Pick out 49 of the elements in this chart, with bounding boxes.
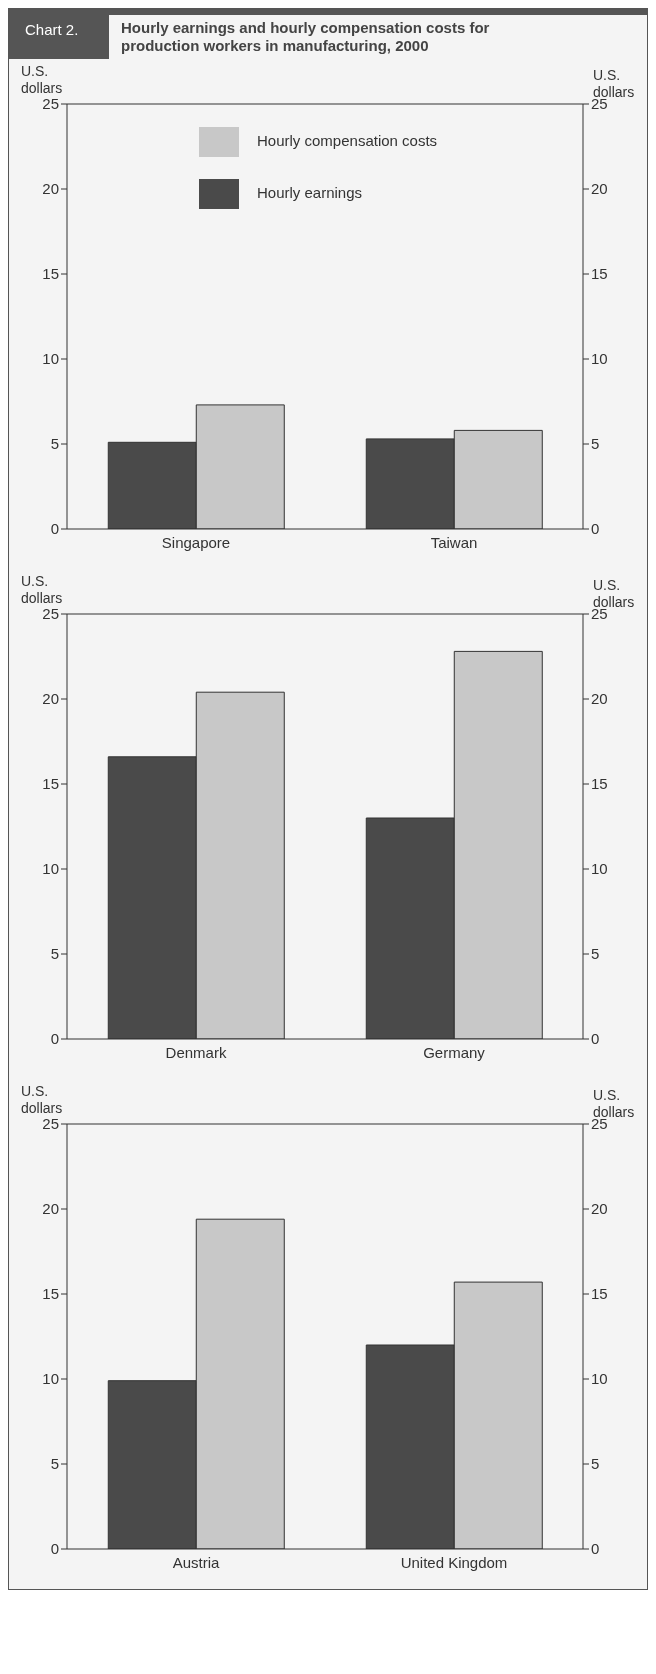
- y-tick-label: 0: [50, 1540, 59, 1558]
- y-tick-label: 15: [42, 1285, 59, 1303]
- x-tick-label: Denmark: [165, 1043, 227, 1061]
- y2-tick-label: 5: [591, 1455, 600, 1473]
- y2-tick-label: 15: [591, 1285, 608, 1303]
- y2-tick-label: 5: [591, 435, 600, 453]
- y-axis-title: U.S. dollars: [21, 1083, 64, 1117]
- y2-axis-title: U.S. dollars: [593, 67, 636, 100]
- y2-tick-label: 0: [591, 520, 600, 538]
- x-tick-label: United Kingdom: [400, 1553, 508, 1571]
- y-tick-label: 20: [42, 180, 59, 198]
- y2-tick-label: 15: [591, 775, 608, 793]
- y2-tick-label: 20: [591, 180, 608, 198]
- y2-tick-label: 15: [591, 265, 608, 283]
- y2-tick-label: 0: [591, 1540, 600, 1558]
- y-tick-label: 5: [50, 1455, 59, 1473]
- y-tick-label: 15: [42, 775, 59, 793]
- y-tick-label: 5: [50, 435, 59, 453]
- y2-tick-label: 10: [591, 860, 608, 878]
- y-axis-title: U.S. dollars: [21, 63, 64, 97]
- y-tick-label: 0: [50, 1030, 59, 1048]
- legend-label: Hourly earnings: [257, 184, 363, 201]
- y2-tick-label: 20: [591, 690, 608, 708]
- x-tick-label: Austria: [172, 1553, 220, 1571]
- y-tick-label: 10: [42, 350, 59, 368]
- x-tick-label: Germany: [423, 1043, 486, 1061]
- y-tick-label: 5: [50, 945, 59, 963]
- x-tick-label: Taiwan: [430, 533, 478, 551]
- y-tick-label: 20: [42, 690, 59, 708]
- y2-tick-label: 5: [591, 945, 600, 963]
- y2-tick-label: 0: [591, 1030, 600, 1048]
- chart-title: Hourly earnings and hourly compensation costs for production workers in manufacturing, 2000: [120, 18, 491, 56]
- y2-axis-title: U.S. dollars: [593, 1087, 636, 1120]
- y-tick-label: 15: [42, 265, 59, 283]
- y2-tick-label: 20: [591, 1200, 608, 1218]
- y-tick-label: 25: [42, 95, 59, 113]
- y-tick-label: 25: [42, 1115, 59, 1133]
- y-tick-label: 0: [50, 520, 59, 538]
- y-tick-label: 10: [42, 860, 59, 878]
- x-tick-label: Singapore: [161, 533, 231, 551]
- y-tick-label: 20: [42, 1200, 59, 1218]
- y-tick-label: 25: [42, 605, 59, 623]
- legend-label: Hourly compensation costs: [257, 132, 438, 149]
- y-axis-title: U.S. dollars: [21, 573, 64, 607]
- caption: Chart 2.: [9, 15, 109, 59]
- y2-tick-label: 10: [591, 350, 608, 368]
- y2-axis-title: U.S. dollars: [593, 577, 636, 610]
- y-tick-label: 10: [42, 1370, 59, 1388]
- y2-tick-label: 10: [591, 1370, 608, 1388]
